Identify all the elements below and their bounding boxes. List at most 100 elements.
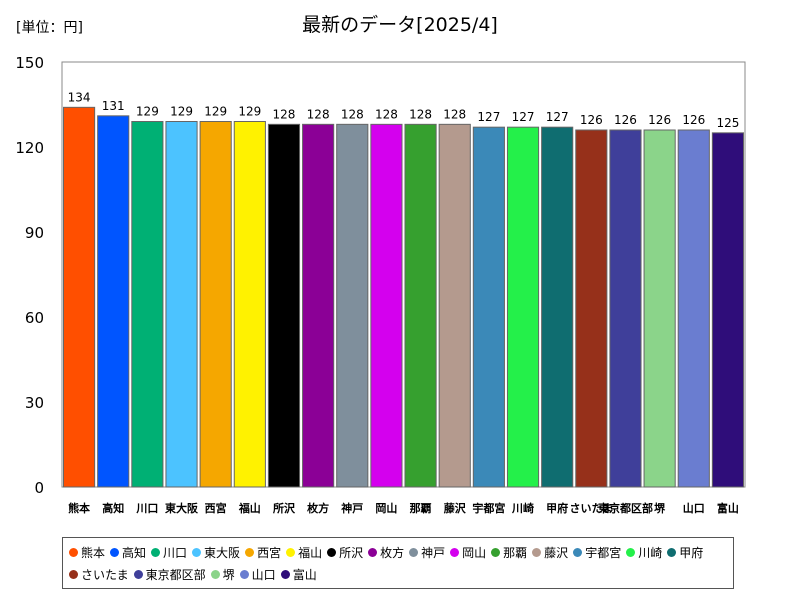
x-tick-label: 那覇 — [410, 502, 432, 515]
legend-label: 西宮 — [257, 545, 282, 560]
value-label: 125 — [716, 116, 739, 130]
legend-label: 甲府 — [679, 545, 704, 560]
value-label: 131 — [102, 99, 125, 113]
legend-swatch — [286, 547, 296, 557]
x-tick-label: 東大阪 — [165, 501, 199, 515]
x-tick-label: 熊本 — [68, 501, 90, 515]
value-label: 129 — [170, 105, 193, 119]
legend-swatch — [239, 569, 249, 579]
bar — [438, 123, 471, 488]
legend-swatch — [245, 547, 255, 557]
legend-item: 東大阪 — [192, 541, 240, 563]
x-tick-label: 宇都宮 — [472, 501, 505, 515]
legend-swatch — [450, 547, 460, 557]
legend-swatch — [491, 547, 501, 557]
legend-swatch — [110, 547, 120, 557]
bar — [267, 123, 301, 488]
value-label: 128 — [341, 107, 364, 121]
legend-item: 山口 — [239, 563, 276, 585]
legend-swatch — [151, 547, 161, 557]
legend-item: 那覇 — [491, 541, 527, 563]
bar — [609, 129, 642, 488]
legend-item: 藤沢 — [532, 541, 568, 563]
x-tick-label: 枚方 — [307, 501, 329, 515]
bar — [97, 115, 130, 488]
legend-swatch — [192, 547, 202, 557]
plot-area — [61, 61, 746, 488]
legend-label: 福山 — [298, 545, 323, 560]
legend-label: 所沢 — [339, 545, 364, 560]
legend-item: 東京都区部 — [133, 563, 206, 585]
value-label: 129 — [204, 105, 227, 119]
unit-label: [単位：円] — [16, 20, 83, 36]
legend-label: 富山 — [292, 567, 317, 582]
legend-item: 宇都宮 — [573, 541, 621, 563]
legend-label: 熊本 — [81, 545, 106, 560]
x-tick-label: 川崎 — [511, 501, 534, 515]
value-label: 126 — [614, 113, 637, 127]
x-tick-label: 高知 — [102, 501, 124, 515]
bar — [336, 123, 369, 488]
legend-item: 高知 — [110, 541, 146, 563]
legend-item: 堺 — [210, 563, 235, 585]
legend-label: 高知 — [122, 545, 147, 560]
y-tick-label: 0 — [34, 479, 44, 497]
legend-swatch — [368, 547, 378, 557]
x-tick-label: 山口 — [683, 501, 705, 515]
value-label: 126 — [682, 113, 705, 127]
legend-item: 川口 — [151, 541, 187, 563]
x-axis: 熊本 高知 川口 東大阪 西宮 福山 所沢 枚方 神戸 岡山 那覇 藤沢 宇都宮 川崎 甲府 さいたま東京都区… — [68, 501, 739, 515]
x-tick-label: 藤沢 — [444, 501, 467, 515]
legend-label: 川口 — [163, 545, 188, 560]
value-label: 128 — [273, 107, 296, 121]
bar — [643, 129, 676, 488]
bar — [63, 106, 96, 488]
y-tick-label: 60 — [25, 309, 44, 327]
legend-swatch — [69, 569, 78, 579]
bar — [233, 121, 266, 488]
legend-label: 枚方 — [380, 545, 405, 560]
x-tick-label: 堺 — [654, 501, 666, 515]
legend-item: 福山 — [286, 541, 322, 563]
bar — [575, 129, 608, 488]
bar — [404, 123, 437, 488]
legend-label: 岡山 — [462, 545, 487, 560]
value-label: 126 — [648, 113, 671, 127]
legend-swatch — [280, 569, 290, 579]
legend-item: 岡山 — [450, 541, 486, 563]
value-label: 134 — [68, 90, 91, 104]
legend-item: 神戸 — [409, 541, 445, 563]
legend-swatch — [573, 547, 583, 557]
bar — [302, 123, 335, 488]
legend-item: 甲府 — [667, 541, 703, 563]
legend-swatch — [327, 547, 337, 557]
value-label: 129 — [238, 105, 261, 119]
bar — [131, 121, 164, 488]
x-tick-label: 所沢 — [273, 501, 296, 515]
legend-label: 川崎 — [638, 545, 663, 560]
legend-label: 藤沢 — [544, 545, 569, 560]
bars-group: 134 131 129 129 129 129 128 128 128 128 128 128 127 1… — [63, 90, 744, 488]
value-label: 127 — [546, 110, 569, 124]
x-tick-label: 福山 — [238, 501, 261, 515]
legend-item: 川崎 — [626, 541, 662, 563]
bar — [165, 121, 198, 488]
y-tick-label: 30 — [25, 394, 44, 412]
x-tick-label: 富山 — [717, 501, 739, 515]
legend-label: 堺 — [222, 567, 235, 582]
bar — [506, 126, 540, 488]
legend: 熊本 高知 川口 東大阪 西宮 福山 所沢 枚方 神戸 岡山 那覇 藤沢 宇都宮 川崎 甲府さいたま 東京都区… — [62, 537, 734, 589]
legend-item: 熊本 — [69, 541, 105, 563]
legend-label: 那覇 — [503, 545, 528, 560]
y-tick-label: 120 — [15, 139, 44, 157]
chart-title: 最新のデータ[2025/4] — [302, 14, 498, 36]
legend-swatch — [532, 547, 542, 557]
legend-swatch — [69, 547, 78, 557]
value-label: 128 — [409, 107, 432, 121]
x-tick-label: 甲府 — [546, 501, 568, 515]
value-label: 127 — [512, 110, 535, 124]
value-label: 127 — [477, 110, 500, 124]
legend-label: さいたま — [81, 567, 129, 582]
legend-swatch — [409, 547, 419, 557]
